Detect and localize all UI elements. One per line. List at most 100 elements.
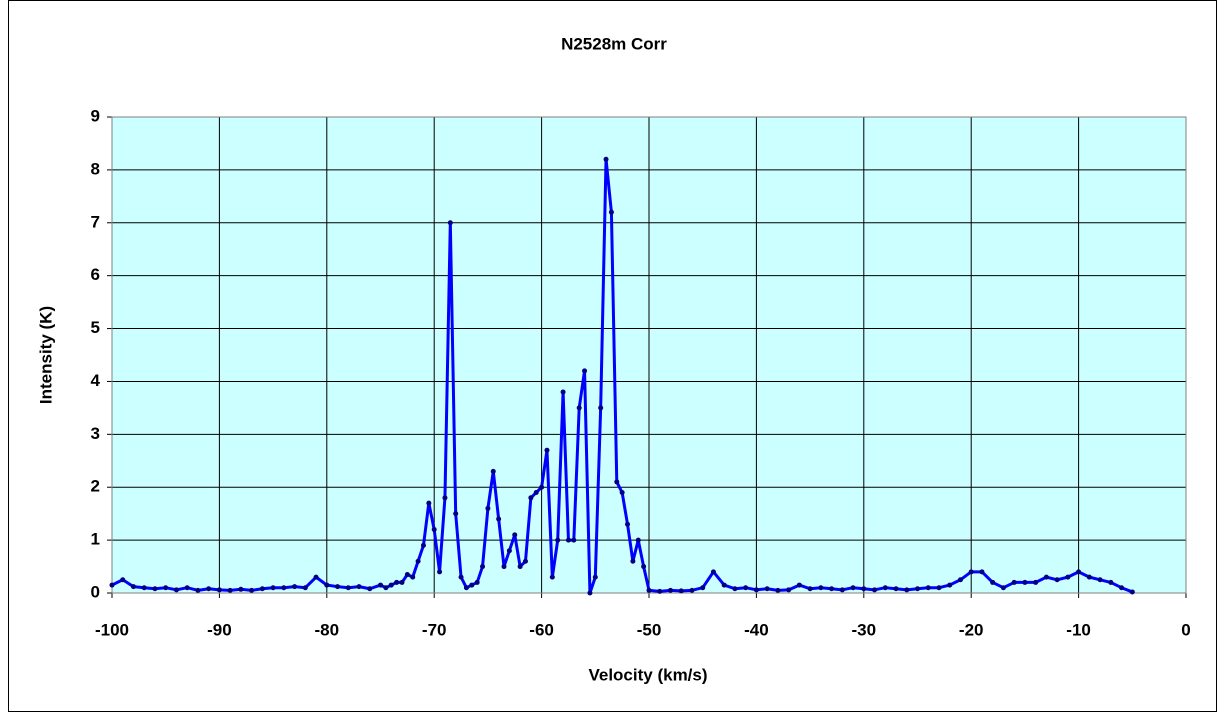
- data-point: [646, 587, 652, 593]
- data-point: [614, 479, 620, 485]
- y-tick-label: 1: [91, 530, 100, 549]
- y-tick-label: 4: [91, 371, 101, 390]
- data-point: [420, 542, 426, 548]
- data-point: [582, 368, 588, 374]
- data-point: [431, 527, 437, 533]
- data-point: [281, 585, 287, 591]
- data-point: [968, 569, 974, 575]
- data-point: [539, 484, 545, 490]
- y-tick-label: 2: [91, 477, 100, 496]
- data-point: [893, 586, 899, 592]
- x-tick-label: -80: [315, 620, 340, 639]
- data-point: [947, 582, 953, 588]
- data-point: [163, 585, 169, 591]
- data-point: [1054, 577, 1060, 583]
- data-point: [710, 569, 716, 575]
- data-point: [415, 558, 421, 564]
- data-point: [447, 220, 453, 226]
- data-point: [512, 532, 518, 538]
- data-point: [721, 582, 727, 588]
- y-tick-label: 5: [91, 318, 100, 337]
- data-point: [915, 586, 920, 592]
- data-point: [173, 587, 179, 593]
- data-point: [882, 585, 888, 591]
- data-point: [249, 587, 255, 593]
- data-point: [549, 574, 555, 580]
- data-point: [292, 584, 298, 590]
- data-point: [378, 582, 383, 588]
- data-point: [1011, 579, 1017, 585]
- data-point: [1119, 585, 1125, 591]
- x-tick-label: -90: [207, 620, 232, 639]
- data-point: [533, 490, 539, 496]
- x-tick-label: 0: [1181, 620, 1190, 639]
- data-point: [850, 585, 856, 591]
- data-point: [775, 587, 781, 593]
- data-point: [1000, 585, 1006, 591]
- data-point: [990, 579, 996, 585]
- data-point: [399, 579, 405, 585]
- data-point: [635, 537, 641, 543]
- data-point: [641, 564, 647, 570]
- data-point: [625, 521, 631, 527]
- data-point: [238, 586, 244, 592]
- data-point: [152, 586, 158, 592]
- data-point: [426, 500, 432, 506]
- data-point: [458, 574, 464, 580]
- data-point: [764, 586, 770, 592]
- data-point: [743, 585, 749, 591]
- data-point: [1022, 579, 1028, 585]
- data-point: [872, 587, 878, 593]
- data-point: [324, 582, 330, 588]
- data-point: [1033, 579, 1039, 585]
- data-point: [206, 586, 212, 592]
- data-point: [120, 577, 126, 583]
- data-point: [904, 587, 910, 593]
- x-tick-label: -30: [852, 620, 877, 639]
- data-point: [394, 579, 400, 585]
- x-tick-label: -50: [637, 620, 662, 639]
- data-point: [437, 569, 443, 575]
- data-point: [469, 582, 475, 588]
- data-point: [335, 584, 341, 590]
- y-axis-title: Intensity (K): [36, 306, 55, 404]
- data-point: [1108, 579, 1114, 585]
- data-point: [1043, 574, 1049, 580]
- data-point: [313, 574, 319, 580]
- x-tick-label: -40: [744, 620, 769, 639]
- y-tick-label: 7: [91, 212, 100, 231]
- data-point: [1065, 574, 1071, 580]
- data-point: [598, 405, 604, 411]
- data-point: [404, 571, 410, 577]
- data-point: [227, 587, 233, 593]
- data-point: [544, 447, 550, 453]
- data-point: [1097, 577, 1103, 583]
- data-point: [861, 586, 867, 592]
- data-point: [555, 537, 561, 543]
- data-point: [657, 588, 663, 594]
- data-point: [786, 587, 792, 593]
- data-point: [490, 468, 496, 474]
- data-point: [796, 582, 802, 588]
- data-point: [587, 590, 593, 596]
- x-tick-label: -60: [529, 620, 554, 639]
- x-tick-label: -70: [422, 620, 447, 639]
- data-point: [501, 564, 507, 570]
- y-tick-label: 3: [91, 424, 100, 443]
- data-point: [442, 495, 448, 501]
- data-point: [216, 587, 222, 593]
- data-point: [141, 585, 147, 591]
- data-point: [383, 585, 389, 591]
- data-point: [1129, 589, 1135, 595]
- data-point: [818, 585, 824, 591]
- data-point: [667, 587, 673, 593]
- data-point: [571, 537, 577, 543]
- data-point: [592, 574, 598, 580]
- data-point: [1076, 569, 1082, 575]
- data-point: [678, 588, 684, 594]
- data-point: [528, 495, 534, 501]
- data-point: [517, 564, 523, 570]
- data-point: [619, 490, 625, 496]
- y-tick-label: 9: [91, 106, 100, 125]
